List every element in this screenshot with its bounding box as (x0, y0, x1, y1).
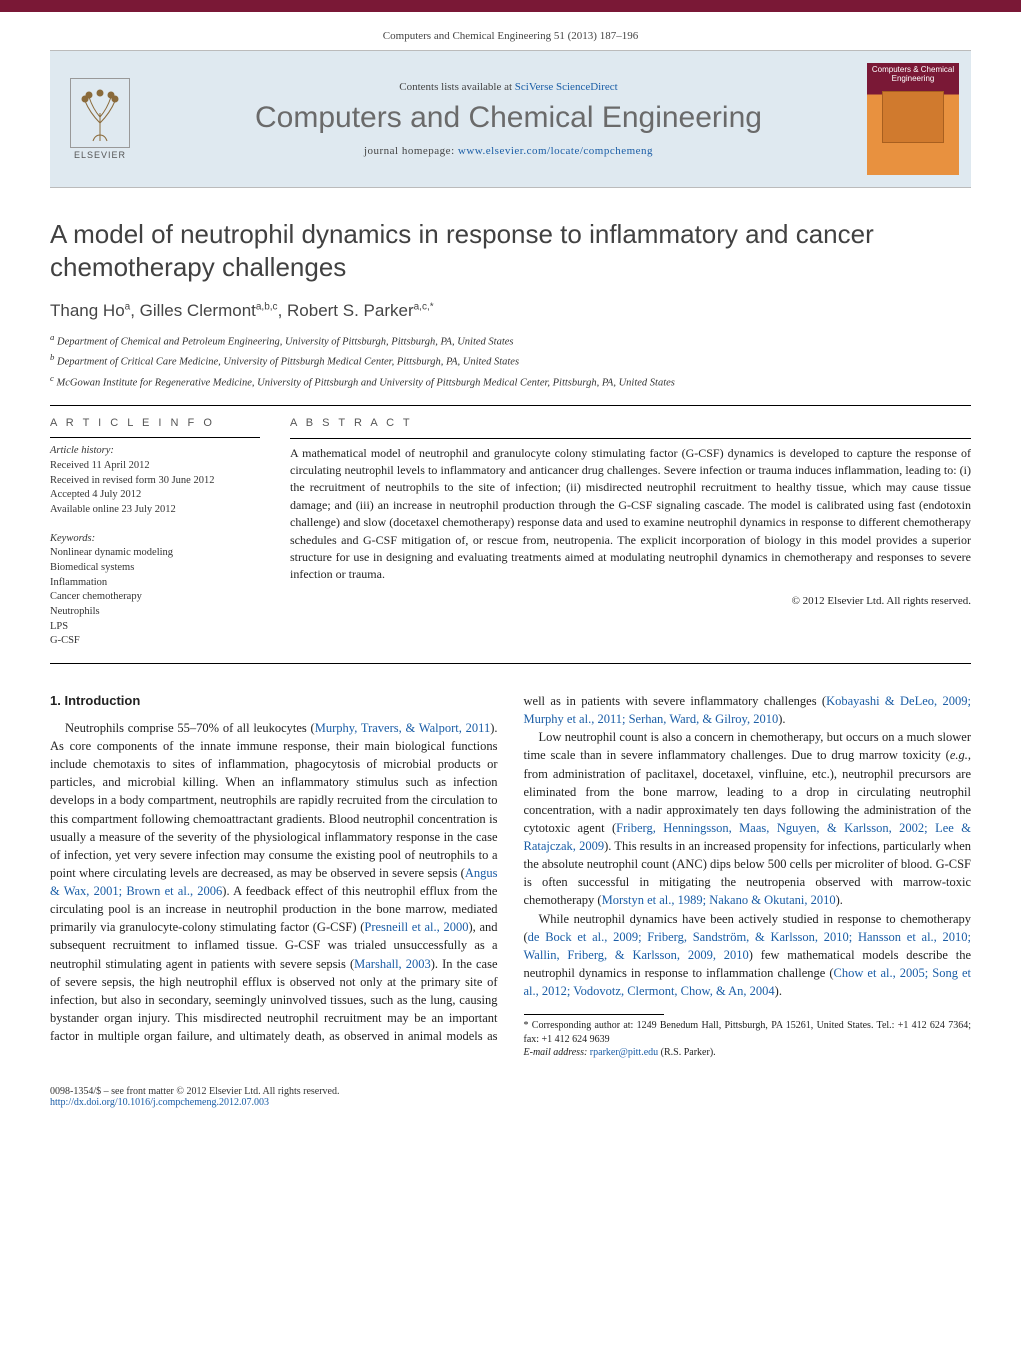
journal-cover-thumb: Computers & Chemical Engineering (867, 63, 959, 175)
rule (50, 663, 971, 664)
keyword-item: Cancer chemotherapy (50, 590, 260, 605)
body-columns: 1. Introduction Neutrophils comprise 55–… (50, 692, 971, 1060)
page-footer: 0098-1354/$ – see front matter © 2012 El… (50, 1080, 971, 1108)
history-list: Received 11 April 2012Received in revise… (50, 459, 260, 518)
section-1-head: 1. Introduction (50, 692, 498, 711)
elsevier-tree-icon (70, 78, 130, 148)
text: ). (778, 712, 785, 726)
cover-title: Computers & Chemical Engineering (867, 63, 959, 87)
email-link[interactable]: rparker@pitt.edu (590, 1047, 658, 1058)
meta-row: A R T I C L E I N F O Article history: R… (50, 416, 971, 649)
footnote-email-tail: (R.S. Parker). (658, 1047, 716, 1058)
cite-link[interactable]: Marshall, 2003 (354, 957, 431, 971)
text-italic: e.g. (950, 748, 968, 762)
history-item: Received 11 April 2012 (50, 459, 260, 474)
para-3: While neutrophil dynamics have been acti… (524, 910, 972, 1001)
footnote-rule (524, 1014, 664, 1015)
rule (290, 438, 971, 439)
abstract-head: A B S T R A C T (290, 416, 971, 432)
affiliation-line: b Department of Critical Care Medicine, … (50, 351, 971, 370)
footer-left: 0098-1354/$ – see front matter © 2012 El… (50, 1086, 339, 1108)
history-head: Article history: (50, 444, 260, 459)
keyword-item: Biomedical systems (50, 561, 260, 576)
text: ). (836, 893, 843, 907)
history-item: Received in revised form 30 June 2012 (50, 474, 260, 489)
top-brand-rule (0, 0, 1021, 12)
keyword-item: LPS (50, 620, 260, 635)
publisher-name: ELSEVIER (74, 150, 126, 160)
homepage-link[interactable]: www.elsevier.com/locate/compchemeng (458, 145, 653, 157)
copyright: © 2012 Elsevier Ltd. All rights reserved… (290, 594, 971, 610)
footnote-email-label: E-mail address: (524, 1047, 590, 1058)
contents-prefix: Contents lists available at (399, 81, 514, 93)
abstract-text: A mathematical model of neutrophil and g… (290, 445, 971, 584)
corresponding-footnote: * Corresponding author at: 1249 Benedum … (524, 1019, 972, 1060)
homepage-line: journal homepage: www.elsevier.com/locat… (150, 145, 867, 157)
keywords-head: Keywords: (50, 532, 260, 547)
page: Computers and Chemical Engineering 51 (2… (0, 12, 1021, 1148)
contents-line: Contents lists available at SciVerse Sci… (150, 81, 867, 93)
keyword-item: G-CSF (50, 634, 260, 649)
footer-copyright: 0098-1354/$ – see front matter © 2012 El… (50, 1086, 339, 1097)
masthead: ELSEVIER Contents lists available at Sci… (50, 50, 971, 188)
cite-link[interactable]: Murphy, Travers, & Walport, 2011 (315, 721, 490, 735)
cover-image-icon (882, 91, 944, 143)
masthead-center: Contents lists available at SciVerse Sci… (150, 71, 867, 167)
affiliation-line: a Department of Chemical and Petroleum E… (50, 331, 971, 350)
keyword-item: Inflammation (50, 576, 260, 591)
history-item: Available online 23 July 2012 (50, 503, 260, 518)
doi-link[interactable]: http://dx.doi.org/10.1016/j.compchemeng.… (50, 1097, 269, 1108)
text: ). (775, 984, 782, 998)
homepage-prefix: journal homepage: (364, 145, 458, 157)
keyword-item: Neutrophils (50, 605, 260, 620)
abstract-block: A B S T R A C T A mathematical model of … (290, 416, 971, 649)
publisher-logo: ELSEVIER (50, 70, 150, 168)
footnote-text: * Corresponding author at: 1249 Benedum … (524, 1019, 972, 1046)
article-info-head: A R T I C L E I N F O (50, 416, 260, 431)
keyword-item: Nonlinear dynamic modeling (50, 546, 260, 561)
keywords-list: Nonlinear dynamic modelingBiomedical sys… (50, 546, 260, 649)
cite-link[interactable]: Morstyn et al., 1989; Nakano & Okutani, … (602, 893, 836, 907)
article-front: A model of neutrophil dynamics in respon… (50, 188, 971, 664)
rule (50, 405, 971, 406)
journal-title: Computers and Chemical Engineering (150, 101, 867, 135)
affiliations: a Department of Chemical and Petroleum E… (50, 331, 971, 391)
rule (50, 437, 260, 438)
affiliation-line: c McGowan Institute for Regenerative Med… (50, 372, 971, 391)
text: Low neutrophil count is also a concern i… (524, 730, 972, 762)
article-title: A model of neutrophil dynamics in respon… (50, 218, 971, 283)
authors: Thang Hoa, Gilles Clermonta,b,c, Robert … (50, 301, 971, 321)
history-item: Accepted 4 July 2012 (50, 488, 260, 503)
article-info: A R T I C L E I N F O Article history: R… (50, 416, 260, 649)
sciencedirect-link[interactable]: SciVerse ScienceDirect (515, 81, 618, 93)
running-head: Computers and Chemical Engineering 51 (2… (50, 12, 971, 50)
para-2: Low neutrophil count is also a concern i… (524, 728, 972, 909)
cite-link[interactable]: Presneill et al., 2000 (364, 920, 468, 934)
text: ). As core components of the innate immu… (50, 721, 498, 880)
footnote-email-line: E-mail address: rparker@pitt.edu (R.S. P… (524, 1046, 972, 1060)
text: Neutrophils comprise 55–70% of all leuko… (65, 721, 315, 735)
